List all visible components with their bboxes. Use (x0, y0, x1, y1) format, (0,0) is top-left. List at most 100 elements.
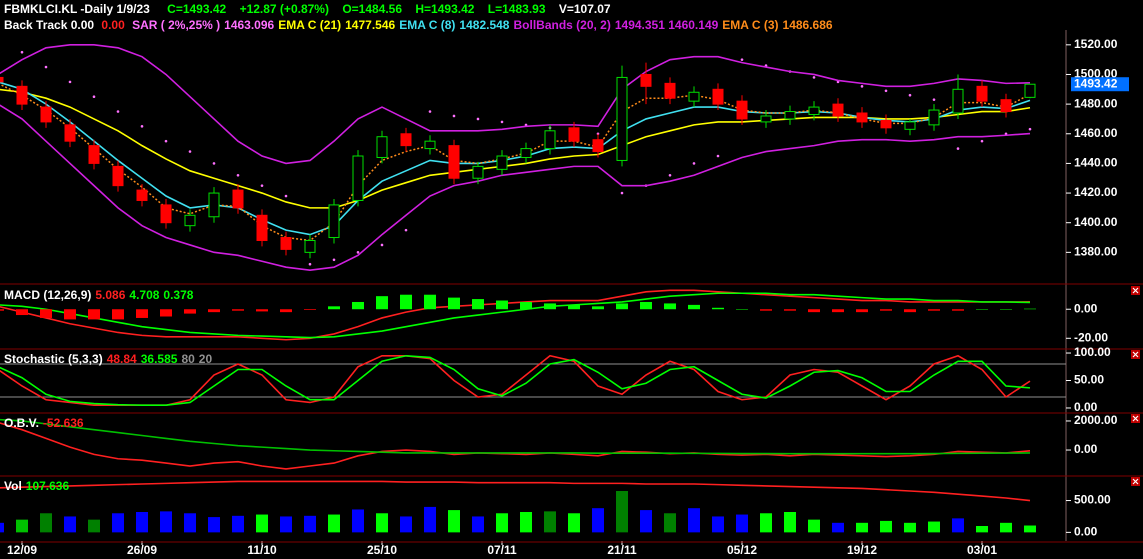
legend-value: 1494.351 (615, 18, 665, 32)
bar (280, 309, 292, 313)
sar-dot (92, 95, 96, 99)
sar-dot (908, 93, 912, 97)
indicator-line (0, 292, 1031, 339)
bar (568, 304, 580, 310)
bar (880, 309, 892, 311)
bar (1024, 308, 1036, 310)
y-tick-label: 100.00 (1074, 345, 1111, 359)
bar (472, 516, 484, 533)
bar (1000, 309, 1012, 310)
close-button[interactable] (1131, 414, 1140, 423)
bar (16, 309, 28, 316)
candle-body (352, 155, 364, 201)
x-tick-label: 07/11 (487, 543, 517, 557)
indicator-line (0, 422, 1031, 470)
bar (904, 522, 916, 533)
y-tick-label: 1520.00 (1074, 37, 1118, 51)
legend-value: 1460.149 (668, 18, 718, 32)
candle-body (904, 121, 916, 130)
bar (856, 309, 868, 313)
y-tick-label: 2000.00 (1074, 413, 1118, 427)
sar-dot (884, 89, 888, 93)
bar (304, 515, 316, 533)
bar (376, 513, 388, 533)
bar (616, 303, 628, 310)
sar-dot (188, 150, 192, 153)
bar (736, 514, 748, 533)
indicator-line (0, 83, 1031, 242)
candle-body (760, 115, 772, 123)
bar (808, 309, 820, 313)
panel-value: 107.636 (26, 479, 70, 493)
bar (328, 514, 340, 533)
x-tick-label: 12/09 (7, 543, 37, 557)
candle-body (592, 139, 604, 153)
bar (64, 516, 76, 533)
bar (544, 303, 556, 310)
sar-dot (380, 243, 384, 247)
bar (376, 296, 388, 310)
indicator-line (0, 480, 1031, 502)
panel-value: -52.636 (43, 416, 84, 430)
candle-body (304, 239, 316, 253)
sar-dot (812, 76, 816, 79)
candle-body (1000, 99, 1012, 113)
y-tick-label: 0.00 (1074, 301, 1098, 315)
candle-body (616, 76, 628, 161)
x-tick-label: 21/11 (607, 543, 637, 557)
legend-value: 1477.546 (345, 18, 395, 32)
bar (352, 301, 364, 310)
candle-body (136, 189, 148, 201)
close-button[interactable] (1131, 350, 1140, 359)
bar (952, 309, 964, 311)
bar (520, 512, 532, 533)
panel-title: MACD (12,26,9) 5.086 4.708 0.378 (4, 288, 194, 302)
bar (184, 309, 196, 314)
close-button[interactable] (1131, 286, 1140, 295)
y-tick-label: 1480.00 (1074, 96, 1118, 110)
bar (952, 518, 964, 533)
x-tick-label: 11/10 (247, 543, 277, 557)
bar (640, 301, 652, 310)
bar (808, 519, 820, 533)
candle-body (664, 82, 676, 99)
bar (688, 508, 700, 533)
sar-dot (932, 98, 936, 101)
bar (448, 297, 460, 310)
candle-body (0, 76, 4, 83)
low: L=1483.93 (488, 2, 546, 16)
legend-name: EMA C (8) (399, 18, 455, 32)
candle-body (64, 124, 76, 142)
bar (184, 513, 196, 533)
candle-body (640, 73, 652, 87)
candle-body (232, 189, 244, 209)
bar (232, 515, 244, 533)
bar (280, 516, 292, 533)
sar-dot (980, 139, 984, 143)
bar (496, 300, 508, 310)
bar (928, 309, 940, 311)
candle-body (520, 148, 532, 158)
bar (136, 309, 148, 318)
close-button[interactable] (1131, 477, 1140, 486)
bar (400, 294, 412, 310)
candle-body (400, 133, 412, 147)
sar-dot (692, 162, 696, 165)
sar-dot (260, 184, 264, 187)
candle-body (712, 88, 724, 105)
x-tick-label: 25/10 (367, 543, 397, 557)
change: +12.87 (+0.87%) (240, 2, 329, 16)
candle-body (976, 85, 988, 102)
bar (928, 521, 940, 533)
candle-body (160, 204, 172, 224)
bar (712, 307, 724, 310)
bar (88, 309, 100, 320)
y-tick-label: -20.00 (1074, 330, 1108, 344)
bar (0, 309, 4, 311)
panel-value: 36.585 (141, 352, 178, 366)
bar (832, 309, 844, 313)
candle-body (88, 145, 100, 164)
bar (856, 522, 868, 533)
bar (712, 516, 724, 533)
